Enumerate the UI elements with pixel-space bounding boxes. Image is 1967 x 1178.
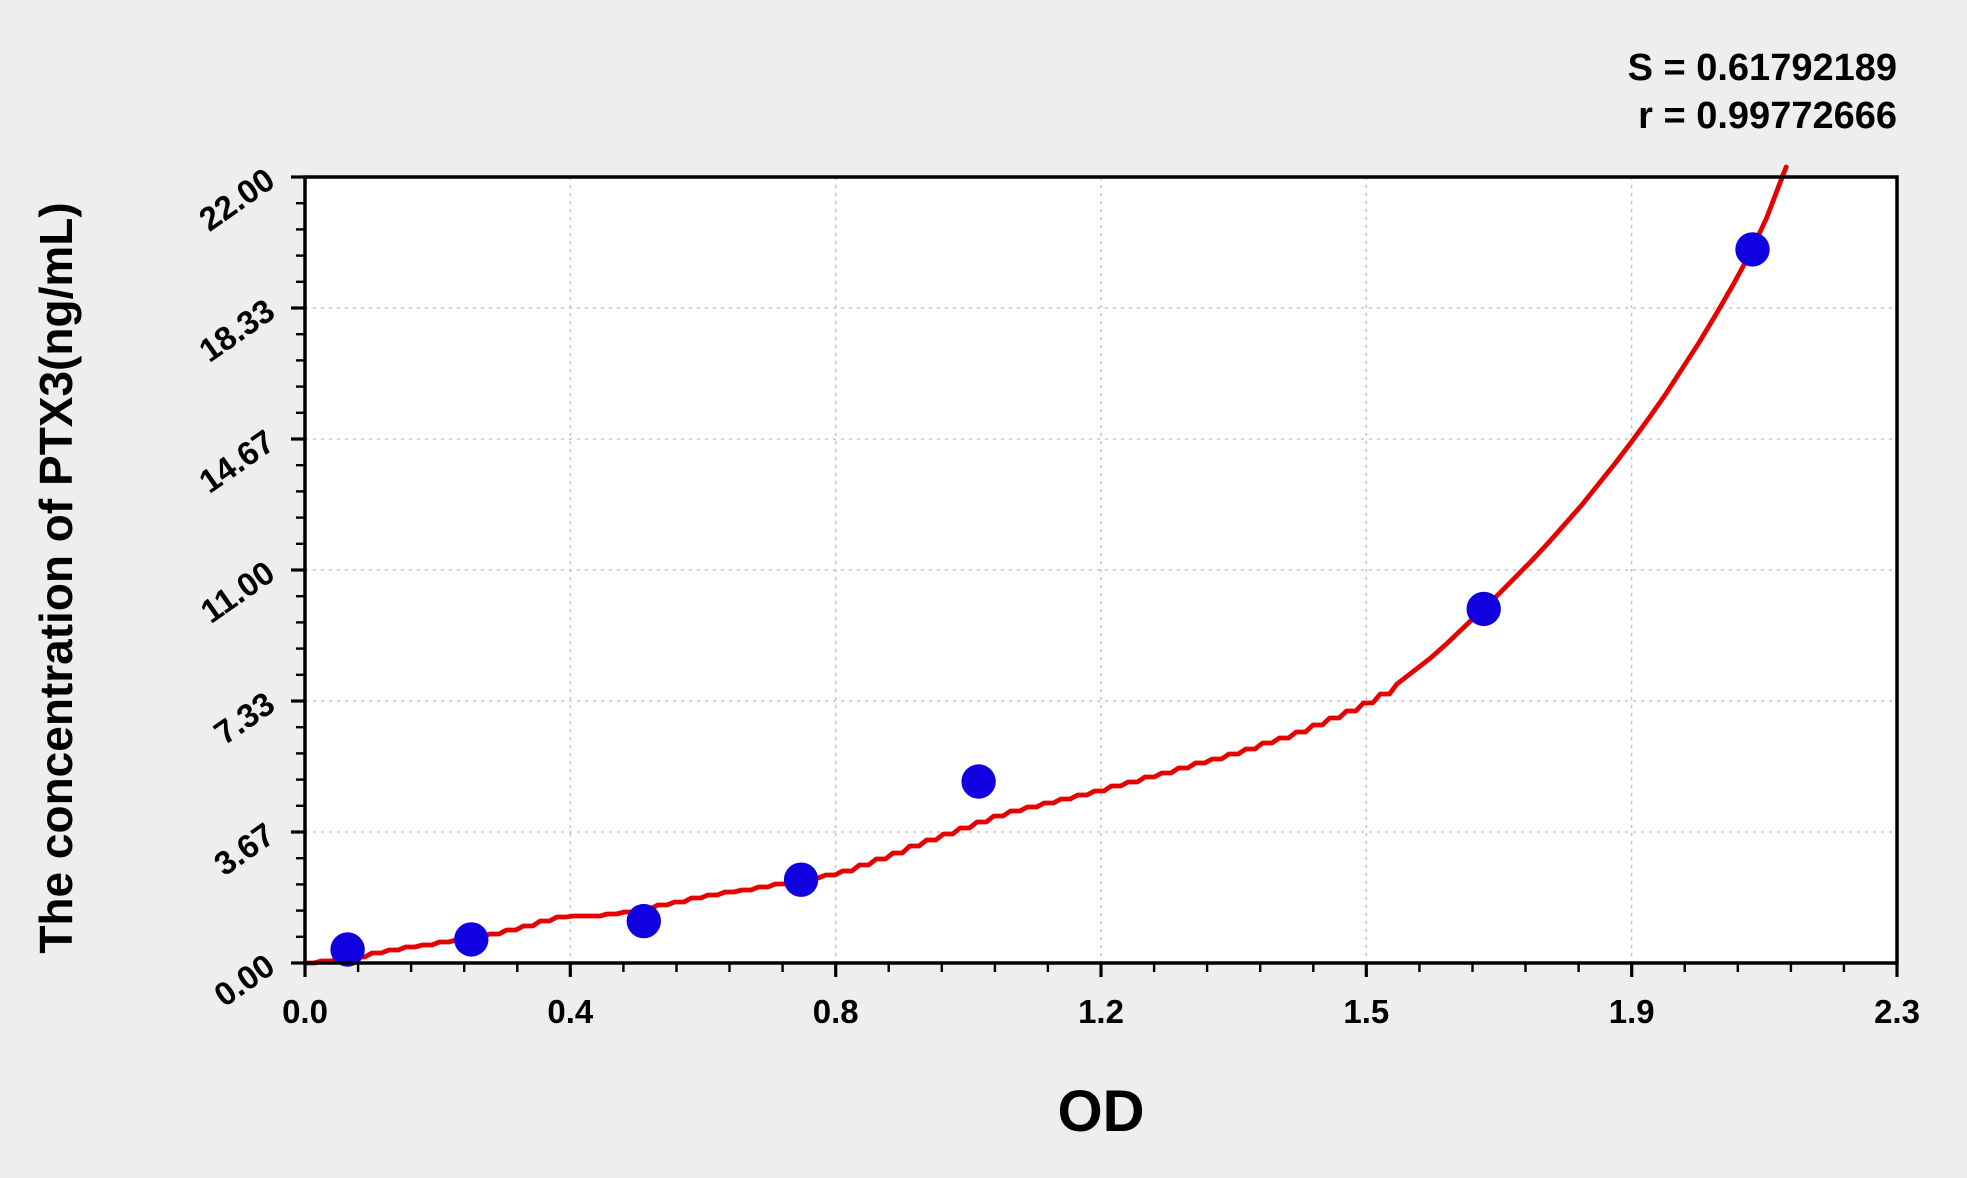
svg-text:2.3: 2.3 xyxy=(1874,993,1920,1030)
svg-text:1.5: 1.5 xyxy=(1343,993,1389,1030)
svg-text:0.8: 0.8 xyxy=(813,993,859,1030)
svg-text:1.2: 1.2 xyxy=(1078,993,1124,1030)
svg-text:0.0: 0.0 xyxy=(282,993,328,1030)
svg-text:1.9: 1.9 xyxy=(1609,993,1655,1030)
svg-text:S = 0.61792189: S = 0.61792189 xyxy=(1628,47,1897,89)
svg-text:OD: OD xyxy=(1058,1079,1145,1144)
svg-text:r = 0.99772666: r = 0.99772666 xyxy=(1638,95,1897,137)
svg-text:The concentration of PTX3(ng/m: The concentration of PTX3(ng/mL) xyxy=(30,202,82,953)
svg-text:0.4: 0.4 xyxy=(547,993,594,1030)
